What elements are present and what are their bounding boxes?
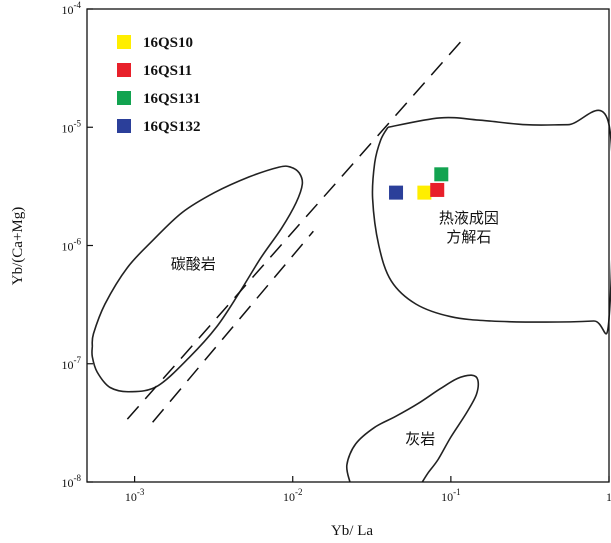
region-label: 碳酸岩	[171, 255, 216, 273]
region-outline-3	[345, 374, 480, 483]
dashed-boundary-line-1	[126, 38, 464, 420]
region-label-line2: 方解石	[446, 228, 491, 246]
legend-swatch	[117, 91, 131, 105]
legend-swatch	[117, 119, 131, 133]
x-tick-label: 10-2	[283, 487, 303, 504]
x-tick-label: 10-1	[441, 487, 461, 504]
x-tick-label: 10-3	[125, 487, 145, 504]
region-label: 热液成因	[439, 209, 499, 227]
data-point-16qs132	[389, 185, 404, 200]
legend-label: 16QS132	[143, 119, 201, 135]
x-axis-ticks: 10-3 10-2 10-1 1	[125, 476, 611, 504]
y-tick-label: 10-7	[62, 355, 82, 372]
legend-swatch	[117, 35, 131, 49]
y-tick-label: 10-5	[62, 118, 82, 135]
boundary-dashed-lines	[126, 38, 464, 423]
region-outlines	[91, 109, 611, 483]
data-point-16qs11	[430, 182, 445, 197]
plot-frame	[86, 8, 610, 483]
y-axis-label: Yb/(Ca+Mg)	[10, 207, 26, 285]
dashed-boundary-line-2	[152, 230, 314, 423]
y-tick-label: 10-4	[62, 0, 82, 17]
region-outline-1	[91, 165, 304, 393]
x-tick-label: 1	[606, 490, 611, 504]
region-label: 灰岩	[405, 430, 435, 448]
legend-label: 16QS11	[143, 63, 192, 79]
legend-label: 16QS10	[143, 35, 193, 51]
y-axis-ticks: 10-4 10-5 10-6 10-7 10-8	[62, 0, 93, 490]
region-outline-2	[371, 109, 611, 335]
y-tick-label: 10-8	[62, 473, 82, 490]
legend-swatch	[117, 63, 131, 77]
x-axis-label: Yb/ La	[331, 523, 373, 539]
sample-points	[389, 167, 449, 200]
legend: 16QS10 16QS11 16QS131 16QS132	[117, 35, 201, 135]
y-tick-label: 10-6	[62, 237, 82, 254]
data-point-16qs10	[417, 185, 432, 200]
legend-label: 16QS131	[143, 91, 201, 107]
data-point-16qs131	[434, 167, 449, 182]
